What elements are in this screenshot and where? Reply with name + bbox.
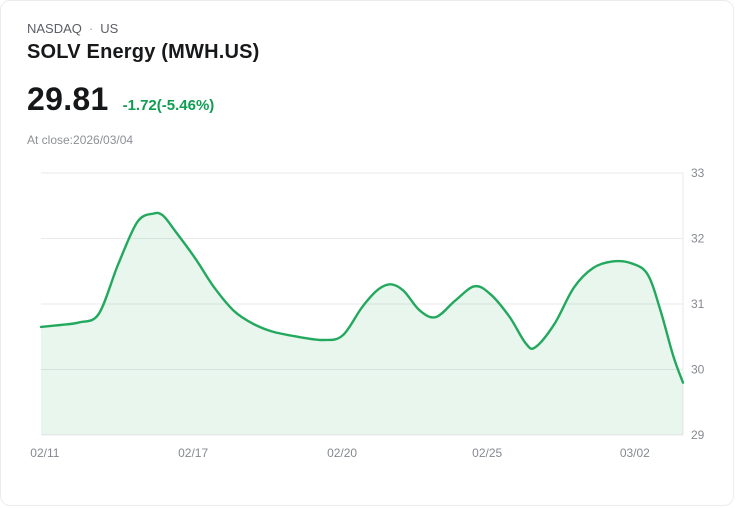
- exchange-label: NASDAQ: [27, 21, 82, 36]
- x-tick-label: 02/17: [178, 446, 208, 460]
- region-label: US: [100, 21, 119, 36]
- separator-dot: ·: [88, 21, 94, 36]
- area-fill: [41, 212, 683, 435]
- price-chart-plot[interactable]: 33 32 31 30 29 02/11 02/17 02/20 02/25 03/02: [30, 166, 729, 473]
- quote-header: NASDAQ · US SOLV Energy (MWH.US) 29.81 -…: [1, 1, 733, 147]
- exchange-row: NASDAQ · US: [27, 21, 707, 36]
- y-tick-label: 32: [691, 232, 705, 246]
- x-tick-label: 02/11: [30, 446, 59, 460]
- y-tick-label: 31: [691, 297, 705, 311]
- price-change: -1.72(-5.46%): [122, 97, 215, 114]
- x-tick-label: 02/20: [327, 446, 357, 460]
- y-tick-label: 33: [691, 166, 705, 180]
- y-tick-label: 29: [691, 428, 705, 442]
- close-time-label: At close:2026/03/04: [27, 133, 134, 147]
- y-tick-label: 30: [691, 363, 705, 377]
- stock-title: SOLV Energy (MWH.US): [27, 41, 260, 63]
- price-row: 29.81 -1.72(-5.46%): [27, 81, 707, 118]
- x-tick-label: 02/25: [472, 446, 502, 460]
- price-line: [39, 211, 685, 384]
- x-tick-label: 03/02: [620, 446, 650, 460]
- price-value: 29.81: [27, 81, 109, 117]
